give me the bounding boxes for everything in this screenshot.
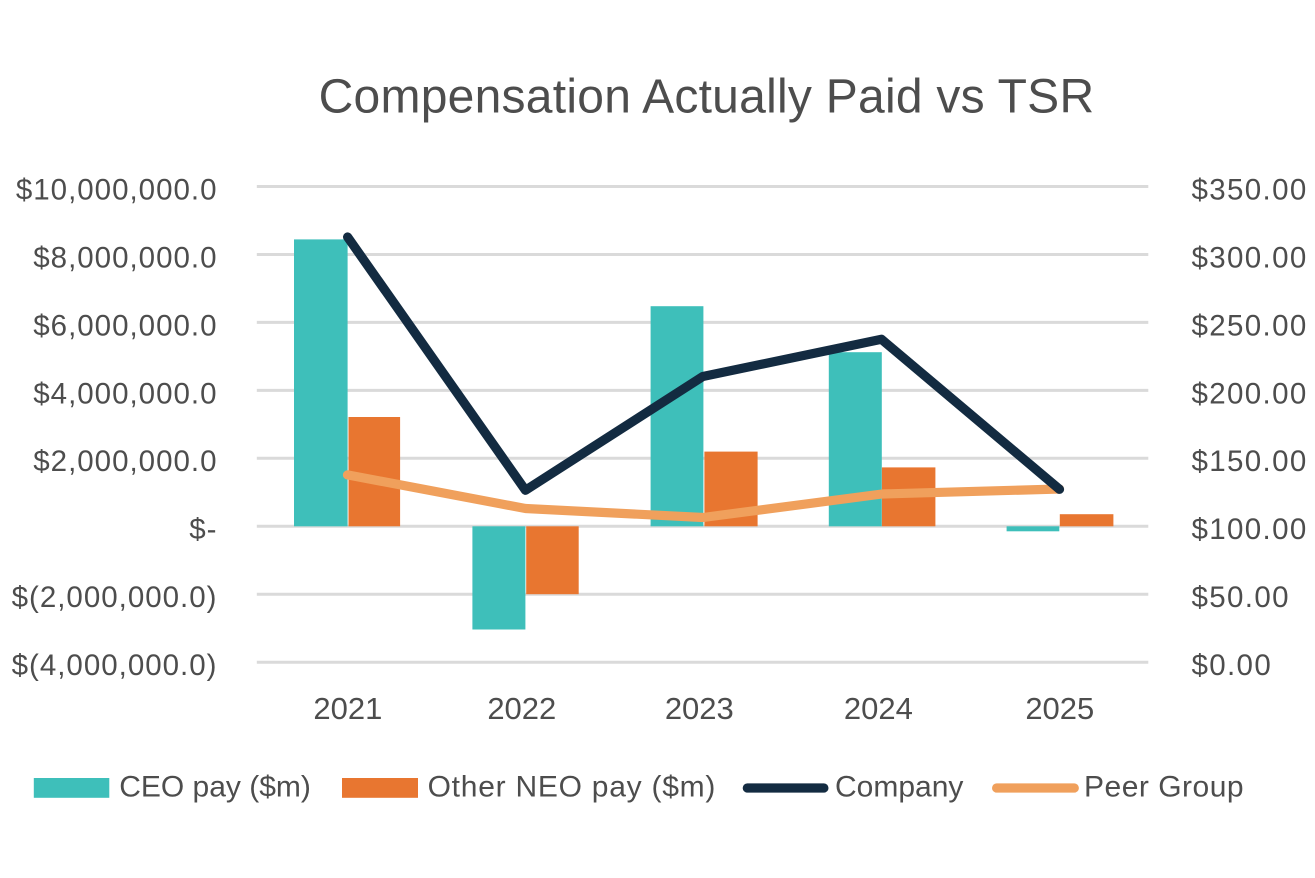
svg-text:$150.00: $150.00 [1192, 445, 1308, 478]
svg-text:$4,000,000.0: $4,000,000.0 [33, 377, 217, 410]
svg-text:$50.00: $50.00 [1192, 581, 1290, 614]
svg-text:2024: 2024 [844, 691, 913, 726]
svg-text:2023: 2023 [665, 691, 734, 726]
svg-text:$300.00: $300.00 [1192, 241, 1308, 274]
svg-text:$(2,000,000.0): $(2,000,000.0) [12, 581, 218, 614]
svg-text:2022: 2022 [487, 691, 556, 726]
svg-text:Peer Group: Peer Group [1084, 771, 1244, 804]
svg-text:Other NEO pay ($m): Other NEO pay ($m) [428, 771, 717, 804]
svg-text:$8,000,000.0: $8,000,000.0 [33, 241, 217, 274]
svg-text:$10,000,000.0: $10,000,000.0 [16, 173, 218, 206]
svg-text:Company: Company [835, 771, 963, 804]
svg-text:$350.00: $350.00 [1192, 173, 1308, 206]
svg-text:$6,000,000.0: $6,000,000.0 [33, 309, 217, 342]
svg-text:2021: 2021 [313, 691, 382, 726]
svg-text:$100.00: $100.00 [1192, 513, 1308, 546]
svg-text:$(4,000,000.0): $(4,000,000.0) [12, 649, 218, 682]
svg-text:2025: 2025 [1025, 691, 1094, 726]
svg-text:Compensation Actually Paid vs: Compensation Actually Paid vs TSR [319, 71, 1095, 124]
svg-text:$200.00: $200.00 [1192, 377, 1308, 410]
svg-text:$0.00: $0.00 [1192, 649, 1273, 682]
svg-text:CEO pay ($m): CEO pay ($m) [119, 771, 311, 804]
svg-text:$250.00: $250.00 [1192, 309, 1308, 342]
svg-text:$-: $- [189, 513, 217, 546]
svg-text:$2,000,000.0: $2,000,000.0 [33, 445, 217, 478]
